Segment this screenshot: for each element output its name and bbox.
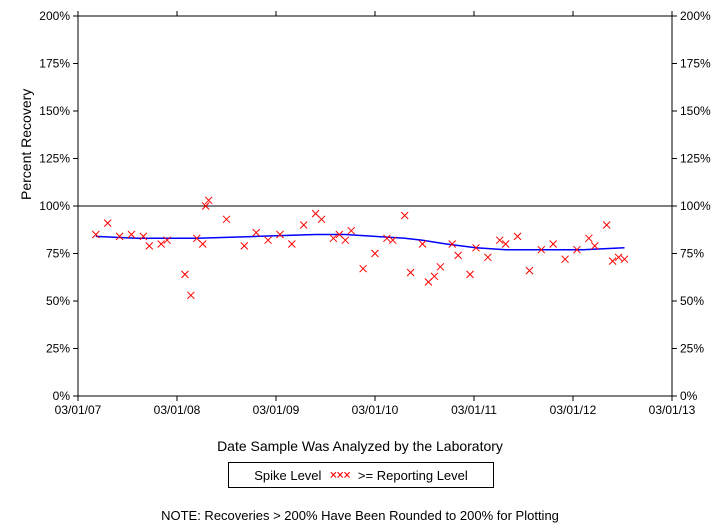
svg-text:125%: 125% [680,152,711,166]
svg-text:150%: 150% [39,104,70,118]
x-axis-label: Date Sample Was Analyzed by the Laborato… [0,438,720,454]
svg-text:125%: 125% [39,152,70,166]
svg-text:50%: 50% [46,294,70,308]
svg-text:25%: 25% [680,342,704,356]
svg-text:100%: 100% [39,199,70,213]
legend-left-label: Spike Level [254,468,321,483]
svg-text:03/01/13: 03/01/13 [649,403,696,417]
svg-text:0%: 0% [680,389,698,403]
legend: Spike Level ××× >= Reporting Level [228,462,494,488]
chart-container: 0% 0% 25% 25% 50% 50% 75% 75% 100% 100% 125% 125% 15… [0,0,720,528]
svg-text:175%: 175% [39,57,70,71]
svg-text:200%: 200% [680,9,711,23]
svg-text:175%: 175% [680,57,711,71]
svg-text:03/01/07: 03/01/07 [55,403,102,417]
svg-text:03/01/11: 03/01/11 [451,403,497,417]
svg-text:50%: 50% [680,294,704,308]
svg-text:0%: 0% [53,389,71,403]
footer-note: NOTE: Recoveries > 200% Have Been Rounde… [0,508,720,523]
svg-text:25%: 25% [46,342,70,356]
svg-text:75%: 75% [46,247,70,261]
svg-text:100%: 100% [680,199,711,213]
svg-text:200%: 200% [39,9,70,23]
svg-text:03/01/09: 03/01/09 [253,403,300,417]
svg-text:150%: 150% [680,104,711,118]
svg-text:75%: 75% [680,247,704,261]
svg-text:03/01/12: 03/01/12 [550,403,597,417]
y-axis-label: Percent Recovery [18,89,34,200]
svg-text:03/01/08: 03/01/08 [154,403,201,417]
legend-right-label: >= Reporting Level [358,468,468,483]
svg-text:03/01/10: 03/01/10 [352,403,399,417]
legend-marker-icon: ××× [329,468,349,483]
